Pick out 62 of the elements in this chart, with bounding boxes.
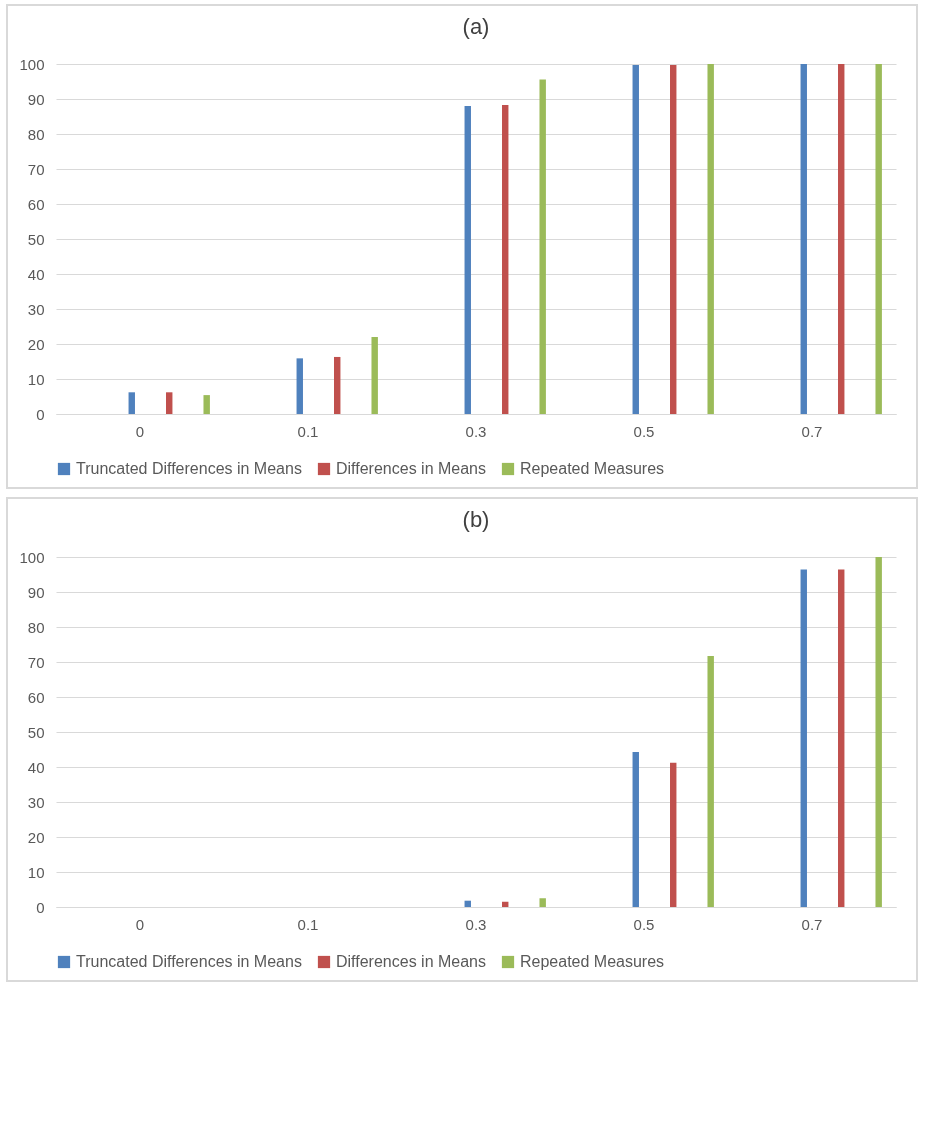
x-tick-label: 0.5: [633, 422, 655, 440]
y-tick-label: 0: [36, 405, 45, 423]
bar: [371, 337, 378, 414]
bar: [632, 751, 639, 907]
legend-label: Repeated Measures: [520, 460, 665, 477]
bar: [875, 64, 882, 414]
bar: [334, 356, 341, 414]
y-tick-label: 10: [27, 370, 45, 388]
y-tick-label: 80: [27, 618, 45, 636]
chart-title: (a): [462, 14, 490, 39]
y-tick-label: 0: [36, 898, 45, 916]
bar: [838, 569, 845, 907]
bar: [707, 656, 714, 907]
y-tick-label: 40: [27, 758, 45, 776]
legend-label: Repeated Measures: [520, 953, 665, 970]
y-tick-label: 100: [19, 55, 45, 73]
bar: [838, 64, 845, 414]
x-tick-label: 0.7: [801, 915, 823, 933]
y-tick-label: 10: [27, 863, 45, 881]
bar: [128, 392, 135, 414]
y-tick-label: 40: [27, 265, 45, 283]
bar: [670, 65, 677, 414]
chart-title: (b): [462, 507, 490, 532]
x-tick-label: 0.1: [297, 915, 319, 933]
legend-label: Differences in Means: [336, 460, 486, 477]
y-tick-label: 60: [27, 195, 45, 213]
y-tick-label: 80: [27, 125, 45, 143]
x-tick-label: 0: [135, 915, 145, 933]
y-tick-label: 70: [27, 653, 45, 671]
y-tick-label: 90: [27, 90, 45, 108]
y-tick-label: 60: [27, 688, 45, 706]
bar: [670, 762, 677, 907]
x-tick-label: 0.3: [465, 915, 487, 933]
bar: [539, 79, 546, 414]
bar: [296, 358, 303, 414]
bar: [166, 392, 173, 414]
legend-label: Differences in Means: [336, 953, 486, 970]
legend-label: Truncated Differences in Means: [76, 953, 302, 970]
y-tick-label: 50: [27, 230, 45, 248]
y-tick-label: 50: [27, 723, 45, 741]
x-tick-label: 0.5: [633, 915, 655, 933]
bar: [800, 64, 807, 414]
x-tick-label: 0: [135, 422, 145, 440]
y-tick-label: 30: [27, 300, 45, 318]
y-tick-label: 30: [27, 793, 45, 811]
y-tick-label: 100: [19, 548, 45, 566]
x-tick-label: 0.3: [465, 422, 487, 440]
bar: [502, 104, 509, 414]
bar: [707, 64, 714, 414]
bar: [539, 898, 546, 907]
y-tick-label: 70: [27, 160, 45, 178]
bar: [464, 106, 471, 414]
y-tick-label: 20: [27, 828, 45, 846]
bar: [632, 65, 639, 414]
bar: [203, 395, 210, 414]
bar: [875, 557, 882, 907]
y-tick-label: 20: [27, 335, 45, 353]
bar: [800, 569, 807, 907]
legend-label: Truncated Differences in Means: [76, 460, 302, 477]
x-tick-label: 0.1: [297, 422, 319, 440]
y-tick-label: 90: [27, 583, 45, 601]
x-tick-label: 0.7: [801, 422, 823, 440]
